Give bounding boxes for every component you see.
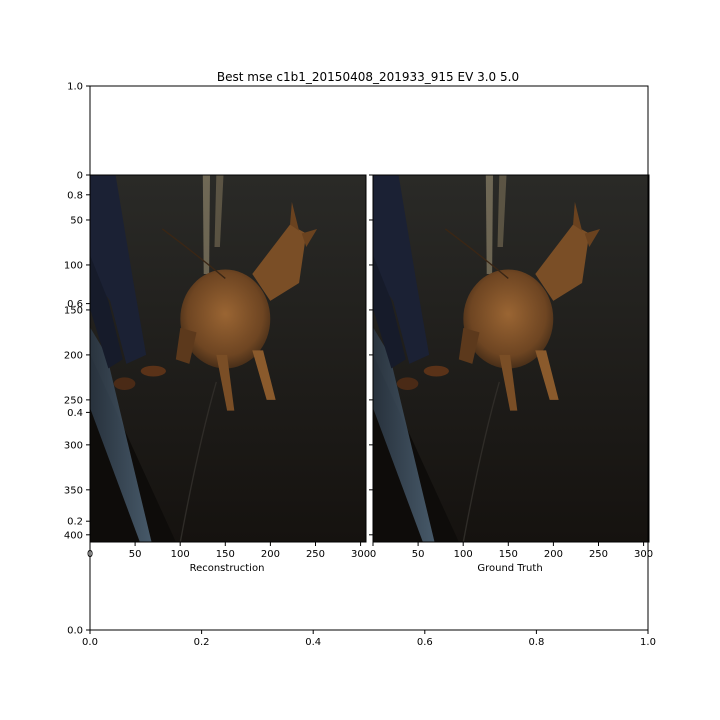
outer-x-tick-label: 0.0 xyxy=(82,637,98,648)
outer-x-tick-label: 0.8 xyxy=(528,637,544,648)
panel-y-tick-label: 250 xyxy=(64,395,83,406)
panel-x-tick-label: 100 xyxy=(171,549,190,560)
tick-marks xyxy=(86,85,649,634)
panel-x-tick-label: 200 xyxy=(544,549,563,560)
panel-x-tick-label: 0 xyxy=(87,549,93,560)
panel-frame xyxy=(89,174,367,543)
axes-frames xyxy=(89,85,650,631)
outer-x-tick-label: 0.4 xyxy=(305,637,321,648)
panel-y-tick-label: 300 xyxy=(64,440,83,451)
reconstruction-image xyxy=(90,175,366,542)
panel-x-tick-label: 50 xyxy=(129,549,142,560)
panel-y-tick-label: 100 xyxy=(64,260,83,271)
panel-x-tick-label: 150 xyxy=(216,549,235,560)
panel-x-tick-label: 100 xyxy=(454,549,473,560)
panel-x-tick-label: 300 xyxy=(351,549,370,560)
panel-x-tick-label: 300 xyxy=(634,549,653,560)
chart-title: Best mse c1b1_20150408_201933_915 EV 3.0… xyxy=(217,70,519,84)
image-panels xyxy=(90,175,649,542)
outer-x-tick-label: 0.6 xyxy=(417,637,433,648)
outer-y-tick-label: 0.8 xyxy=(67,190,83,201)
panel-y-tick-label: 0 xyxy=(77,171,83,182)
panel-frame xyxy=(372,174,650,543)
outer-y-tick-label: 0.6 xyxy=(67,299,83,310)
panel-x-tick-label: 250 xyxy=(589,549,608,560)
panel-x-tick-label: 150 xyxy=(499,549,518,560)
ground-truth-image xyxy=(373,175,649,542)
outer-x-tick-label: 1.0 xyxy=(640,637,656,648)
tick-labels: 0.0 0.2 0.4 0.6 0.8 1.0 0.0 0.2 0.4 0.6 0.8 1.0 0 50 1… xyxy=(64,82,656,649)
outer-y-tick-label: 0.0 xyxy=(67,626,83,637)
panel-y-tick-label: 50 xyxy=(70,215,83,226)
outer-x-tick-label: 0.2 xyxy=(194,637,210,648)
panel-x-tick-label: 250 xyxy=(306,549,325,560)
outer-y-tick-label: 0.4 xyxy=(67,408,83,419)
panel-x-tick-label: 200 xyxy=(261,549,280,560)
outer-y-tick-label: 1.0 xyxy=(67,82,83,93)
panel-x-tick-label: 0 xyxy=(370,549,376,560)
panel-x-tick-label: 50 xyxy=(412,549,425,560)
panel-y-tick-label: 200 xyxy=(64,350,83,361)
outer-y-tick-label: 0.2 xyxy=(67,517,83,528)
panel-xlabel-reconstruction: Reconstruction xyxy=(190,563,265,574)
panel-y-tick-label: 350 xyxy=(64,485,83,496)
panel-y-tick-label: 150 xyxy=(64,305,83,316)
panel-y-tick-label: 400 xyxy=(64,530,83,541)
panel-xlabel-ground-truth: Ground Truth xyxy=(477,563,542,574)
